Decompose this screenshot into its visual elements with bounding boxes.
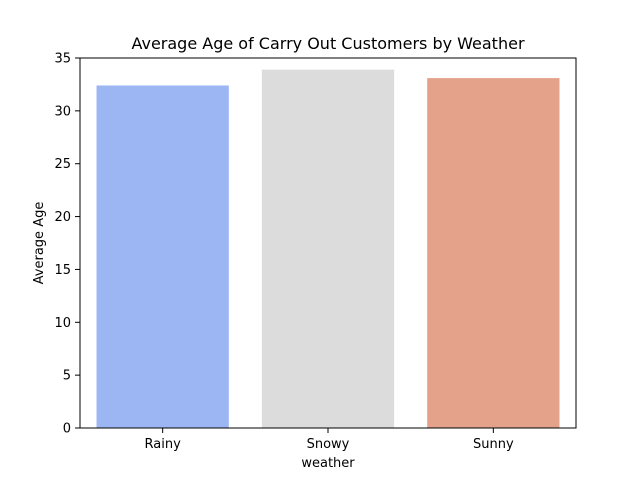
bar-snowy [261, 69, 395, 428]
x-tick-label: Sunny [473, 437, 514, 452]
x-tick-label: Snowy [307, 437, 350, 452]
y-tick-label: 15 [54, 263, 71, 278]
x-tick-label: Rainy [145, 437, 182, 452]
bar-rainy [96, 85, 229, 429]
y-tick-label: 5 [63, 369, 71, 384]
y-tick-label: 30 [54, 104, 71, 119]
y-axis: 0 5 10 15 20 25 30 35 [54, 52, 80, 437]
y-tick-label: 35 [54, 52, 71, 67]
x-axis-label: weather [301, 456, 355, 471]
x-axis: Rainy Snowy Sunny [145, 428, 514, 452]
bar-sunny [427, 78, 560, 428]
y-tick-label: 0 [63, 422, 71, 437]
plot-area [96, 69, 560, 429]
y-tick-label: 25 [54, 157, 71, 172]
chart-title: Average Age of Carry Out Customers by We… [131, 34, 524, 53]
y-tick-label: 10 [54, 316, 71, 331]
y-axis-label: Average Age [32, 202, 47, 285]
y-tick-label: 20 [54, 210, 71, 225]
